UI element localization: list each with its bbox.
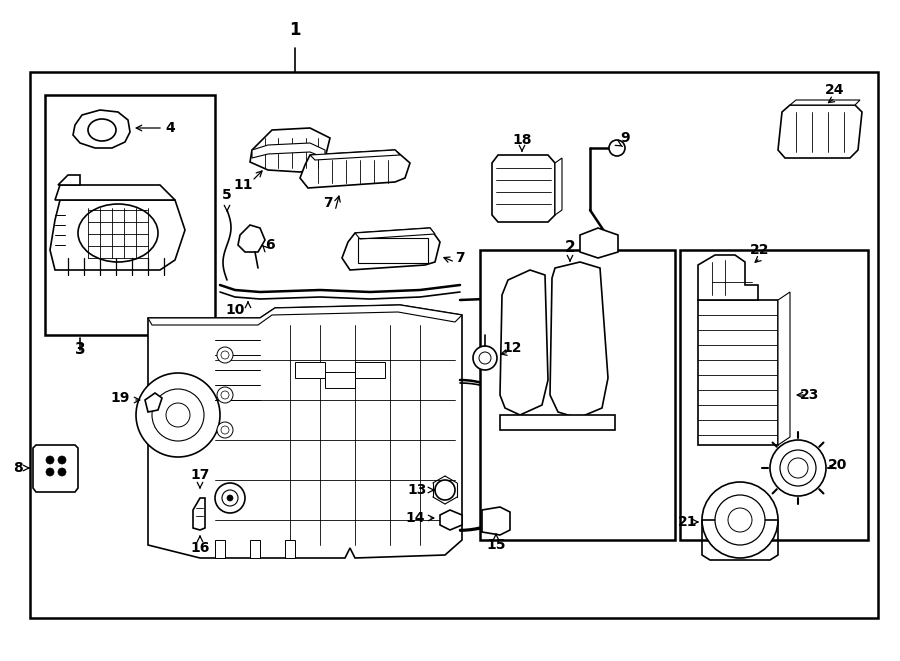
- Text: 8: 8: [14, 461, 22, 475]
- Polygon shape: [58, 175, 80, 185]
- Text: 15: 15: [486, 538, 506, 552]
- Text: 21: 21: [679, 515, 698, 529]
- Polygon shape: [778, 105, 862, 158]
- Bar: [358, 238, 428, 263]
- Polygon shape: [238, 225, 265, 252]
- Polygon shape: [440, 510, 462, 530]
- Polygon shape: [55, 185, 175, 200]
- Text: 4: 4: [165, 121, 175, 135]
- Polygon shape: [550, 262, 608, 418]
- Text: 10: 10: [225, 303, 245, 317]
- Polygon shape: [778, 292, 790, 445]
- Polygon shape: [50, 200, 185, 270]
- Circle shape: [227, 495, 233, 501]
- Text: 16: 16: [190, 541, 210, 555]
- Polygon shape: [148, 305, 462, 558]
- Polygon shape: [148, 305, 462, 325]
- Polygon shape: [193, 498, 205, 530]
- Polygon shape: [295, 362, 325, 378]
- Circle shape: [479, 352, 491, 364]
- Polygon shape: [500, 415, 615, 430]
- Circle shape: [46, 468, 54, 476]
- Polygon shape: [325, 372, 355, 388]
- Polygon shape: [250, 540, 260, 558]
- Circle shape: [166, 403, 190, 427]
- Polygon shape: [250, 128, 330, 172]
- Polygon shape: [555, 158, 562, 215]
- Circle shape: [217, 347, 233, 363]
- Polygon shape: [482, 507, 510, 535]
- Circle shape: [217, 422, 233, 438]
- Bar: [30, 72, 878, 618]
- Text: 7: 7: [455, 251, 464, 265]
- Circle shape: [702, 482, 778, 558]
- Ellipse shape: [88, 119, 116, 141]
- Polygon shape: [310, 150, 400, 160]
- Text: 23: 23: [800, 388, 820, 402]
- Polygon shape: [500, 270, 548, 415]
- Text: 19: 19: [111, 391, 130, 405]
- Polygon shape: [355, 362, 385, 378]
- Circle shape: [788, 458, 808, 478]
- Ellipse shape: [78, 204, 158, 262]
- Polygon shape: [252, 143, 325, 158]
- Polygon shape: [492, 155, 555, 222]
- Text: 11: 11: [233, 178, 253, 192]
- Text: 24: 24: [825, 83, 845, 97]
- Text: 17: 17: [190, 468, 210, 482]
- Polygon shape: [580, 228, 618, 258]
- Circle shape: [221, 391, 229, 399]
- Text: 20: 20: [828, 458, 848, 472]
- Circle shape: [728, 508, 752, 532]
- Polygon shape: [215, 540, 225, 558]
- Text: 6: 6: [266, 238, 274, 252]
- Bar: [480, 250, 675, 540]
- Polygon shape: [145, 393, 162, 412]
- Text: 18: 18: [512, 133, 532, 147]
- Bar: [680, 250, 868, 540]
- Text: 22: 22: [751, 243, 770, 257]
- Circle shape: [152, 389, 204, 441]
- Circle shape: [58, 468, 66, 476]
- Polygon shape: [355, 228, 435, 239]
- Circle shape: [221, 426, 229, 434]
- Text: 3: 3: [75, 342, 86, 358]
- Polygon shape: [790, 100, 860, 105]
- Circle shape: [609, 140, 625, 156]
- Circle shape: [217, 387, 233, 403]
- Text: 7: 7: [323, 196, 333, 210]
- Circle shape: [222, 490, 238, 506]
- Polygon shape: [342, 228, 440, 270]
- Text: 14: 14: [405, 511, 425, 525]
- Circle shape: [435, 480, 455, 500]
- Polygon shape: [285, 540, 295, 558]
- Text: 1: 1: [289, 21, 301, 39]
- Text: 9: 9: [620, 131, 630, 145]
- Text: 13: 13: [408, 483, 427, 497]
- Circle shape: [770, 440, 826, 496]
- Bar: [698, 300, 778, 445]
- Circle shape: [136, 373, 220, 457]
- Text: 2: 2: [564, 241, 575, 256]
- Polygon shape: [73, 110, 130, 148]
- Circle shape: [780, 450, 816, 486]
- Polygon shape: [698, 255, 758, 300]
- Text: 5: 5: [222, 188, 232, 202]
- Circle shape: [215, 483, 245, 513]
- Circle shape: [46, 456, 54, 464]
- Text: 12: 12: [502, 341, 522, 355]
- Polygon shape: [33, 445, 78, 492]
- Bar: [45, 95, 215, 335]
- Circle shape: [221, 351, 229, 359]
- Circle shape: [473, 346, 497, 370]
- Circle shape: [58, 456, 66, 464]
- Polygon shape: [300, 150, 410, 188]
- Circle shape: [715, 495, 765, 545]
